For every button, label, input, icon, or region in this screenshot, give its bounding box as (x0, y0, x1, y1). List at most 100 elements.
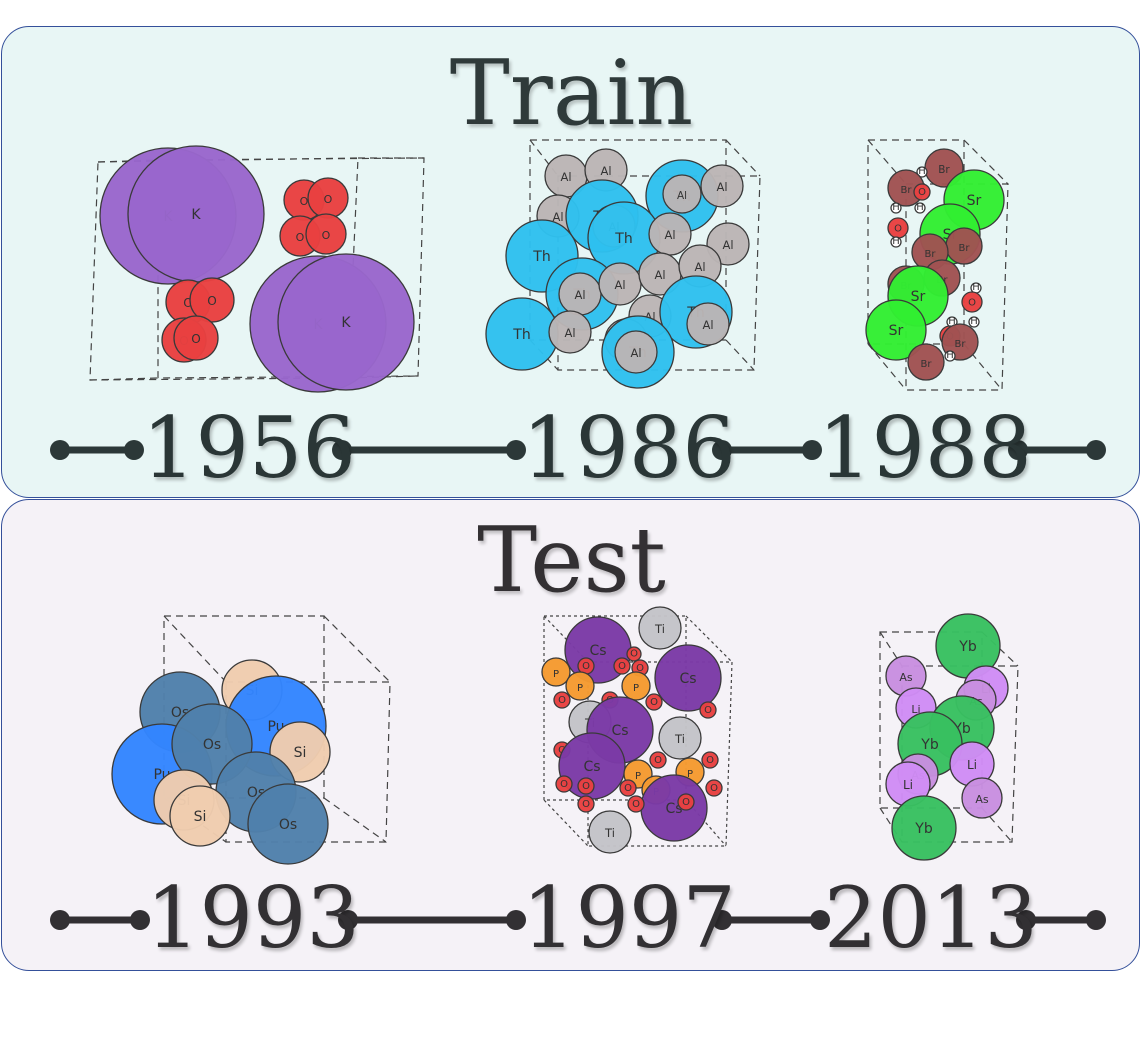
svg-text:P: P (635, 771, 641, 782)
atom-th: Th (485, 297, 559, 371)
crystal-structure-yb-as-li: YbAsLiAsLiYbYbAsLiLiAsYb (879, 613, 1019, 861)
timeline-dot (1008, 440, 1028, 460)
atom-al: Al (598, 262, 642, 306)
unit-cell-edge (89, 377, 159, 381)
svg-text:H: H (916, 202, 924, 213)
svg-text:K: K (191, 207, 201, 223)
svg-text:O: O (968, 298, 976, 309)
svg-text:H: H (892, 236, 900, 247)
atom-yb: Yb (891, 795, 957, 861)
svg-text:As: As (899, 671, 913, 684)
svg-text:P: P (577, 683, 583, 694)
atom-o: O (705, 779, 723, 797)
atom-br: Br (945, 227, 983, 265)
svg-text:Th: Th (614, 231, 632, 247)
svg-text:P: P (687, 769, 693, 780)
atom-o: O (305, 213, 347, 255)
atom-al: Al (614, 330, 658, 374)
svg-text:O: O (322, 229, 331, 242)
train-title: Train (449, 41, 694, 146)
svg-text:Yb: Yb (958, 639, 977, 655)
atom-o: O (699, 701, 717, 719)
svg-text:H: H (946, 350, 954, 361)
unit-cell-edge (963, 139, 1009, 185)
svg-text:Al: Al (560, 170, 571, 184)
svg-text:Al: Al (564, 326, 575, 340)
atom-o: O (645, 693, 663, 711)
atom-o: O (173, 315, 219, 361)
atom-os: Os (247, 783, 329, 865)
crystal-structure-pu-os-si: SiOsPuSiPuOsOsSiSiOs (111, 615, 391, 865)
svg-text:Cs: Cs (583, 759, 600, 775)
svg-text:O: O (558, 745, 566, 756)
svg-text:Li: Li (903, 778, 913, 792)
atom-al: Al (548, 310, 592, 354)
atom-as: As (961, 777, 1003, 819)
svg-text:Al: Al (694, 260, 705, 274)
svg-text:Al: Al (664, 228, 675, 242)
atom-cs: Cs (558, 732, 626, 800)
svg-text:Ti: Ti (674, 732, 685, 746)
atom-p: P (621, 671, 651, 701)
svg-text:H: H (970, 316, 978, 327)
atom-al: Al (700, 164, 744, 208)
svg-text:Br: Br (921, 359, 933, 370)
atom-h: H (916, 166, 928, 178)
svg-text:Al: Al (630, 346, 641, 360)
atom-k: K (277, 253, 415, 391)
year-label-1997: 1997 (522, 869, 736, 967)
timeline-dot (1016, 910, 1036, 930)
timeline-dot (338, 910, 358, 930)
unit-cell-edge (963, 343, 1003, 391)
crystal-structure-th-al: AlAlAlThAlAlThAlThAlAlThThAlAlAlAlThAlAl… (485, 139, 761, 389)
svg-text:Al: Al (552, 210, 563, 224)
svg-text:O: O (582, 781, 590, 792)
svg-text:Sr: Sr (911, 289, 926, 305)
svg-text:H: H (918, 166, 926, 177)
atom-h: H (944, 350, 956, 362)
atom-p: P (565, 671, 595, 701)
timeline-dot (50, 440, 70, 460)
svg-text:Sr: Sr (889, 323, 904, 339)
svg-text:Al: Al (654, 268, 665, 282)
atom-h: H (970, 282, 982, 294)
atom-h: H (890, 202, 902, 214)
atom-al: Al (662, 174, 702, 214)
year-label-1986: 1986 (522, 399, 736, 497)
atom-cs: Cs (654, 644, 722, 712)
timeline-dot (1086, 910, 1106, 930)
svg-text:O: O (191, 332, 201, 346)
svg-text:Ti: Ti (604, 826, 615, 840)
unit-cell-edge (725, 139, 761, 177)
atom-h: H (968, 316, 980, 328)
svg-text:Si: Si (294, 745, 307, 761)
svg-text:O: O (654, 755, 662, 766)
svg-text:Cs: Cs (611, 723, 628, 739)
svg-text:Cs: Cs (679, 671, 696, 687)
svg-text:Yb: Yb (920, 737, 939, 753)
svg-text:O: O (636, 663, 644, 674)
svg-text:O: O (650, 697, 658, 708)
unit-cell-edge (323, 615, 391, 683)
svg-text:O: O (582, 799, 590, 810)
crystal-structure-k-o: KKOOOOOOOOKK (89, 145, 425, 393)
atom-o: O (626, 646, 642, 662)
year-label-2013: 2013 (824, 869, 1038, 967)
svg-text:O: O (894, 224, 902, 235)
timeline-dot (1086, 440, 1106, 460)
svg-text:Al: Al (600, 164, 611, 178)
svg-text:Br: Br (925, 249, 937, 260)
atom-o: O (577, 777, 595, 795)
unit-cell-edge (879, 807, 903, 843)
svg-text:Sr: Sr (967, 193, 982, 209)
year-label-1993: 1993 (146, 869, 360, 967)
atom-h: H (914, 202, 926, 214)
svg-text:P: P (553, 669, 559, 680)
unit-cell-edge (981, 807, 1013, 843)
svg-text:Br: Br (959, 243, 971, 254)
svg-text:O: O (706, 755, 714, 766)
year-label-1956: 1956 (142, 399, 356, 497)
svg-text:H: H (948, 316, 956, 327)
atom-yb: Yb (935, 613, 1001, 679)
svg-text:Al: Al (702, 318, 713, 332)
